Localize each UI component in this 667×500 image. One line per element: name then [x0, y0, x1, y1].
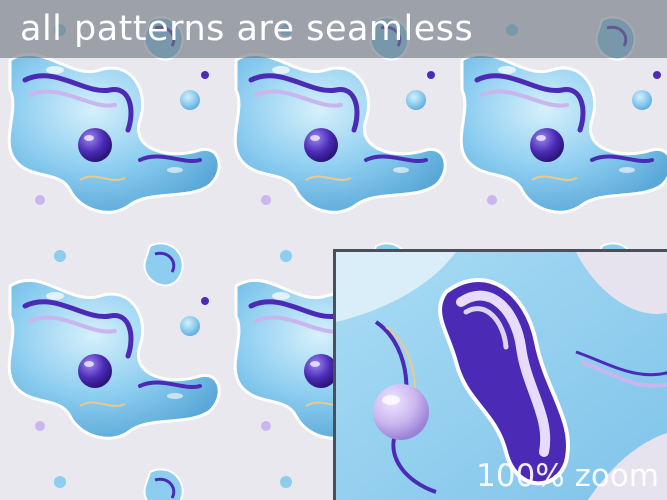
zoom-label: 100% zoom [476, 458, 659, 494]
title-banner: all patterns are seamless [0, 0, 667, 58]
banner-title: all patterns are seamless [20, 9, 474, 49]
zoomed-pattern-detail [336, 252, 667, 500]
zoom-inset-panel: 100% zoom [333, 249, 667, 500]
